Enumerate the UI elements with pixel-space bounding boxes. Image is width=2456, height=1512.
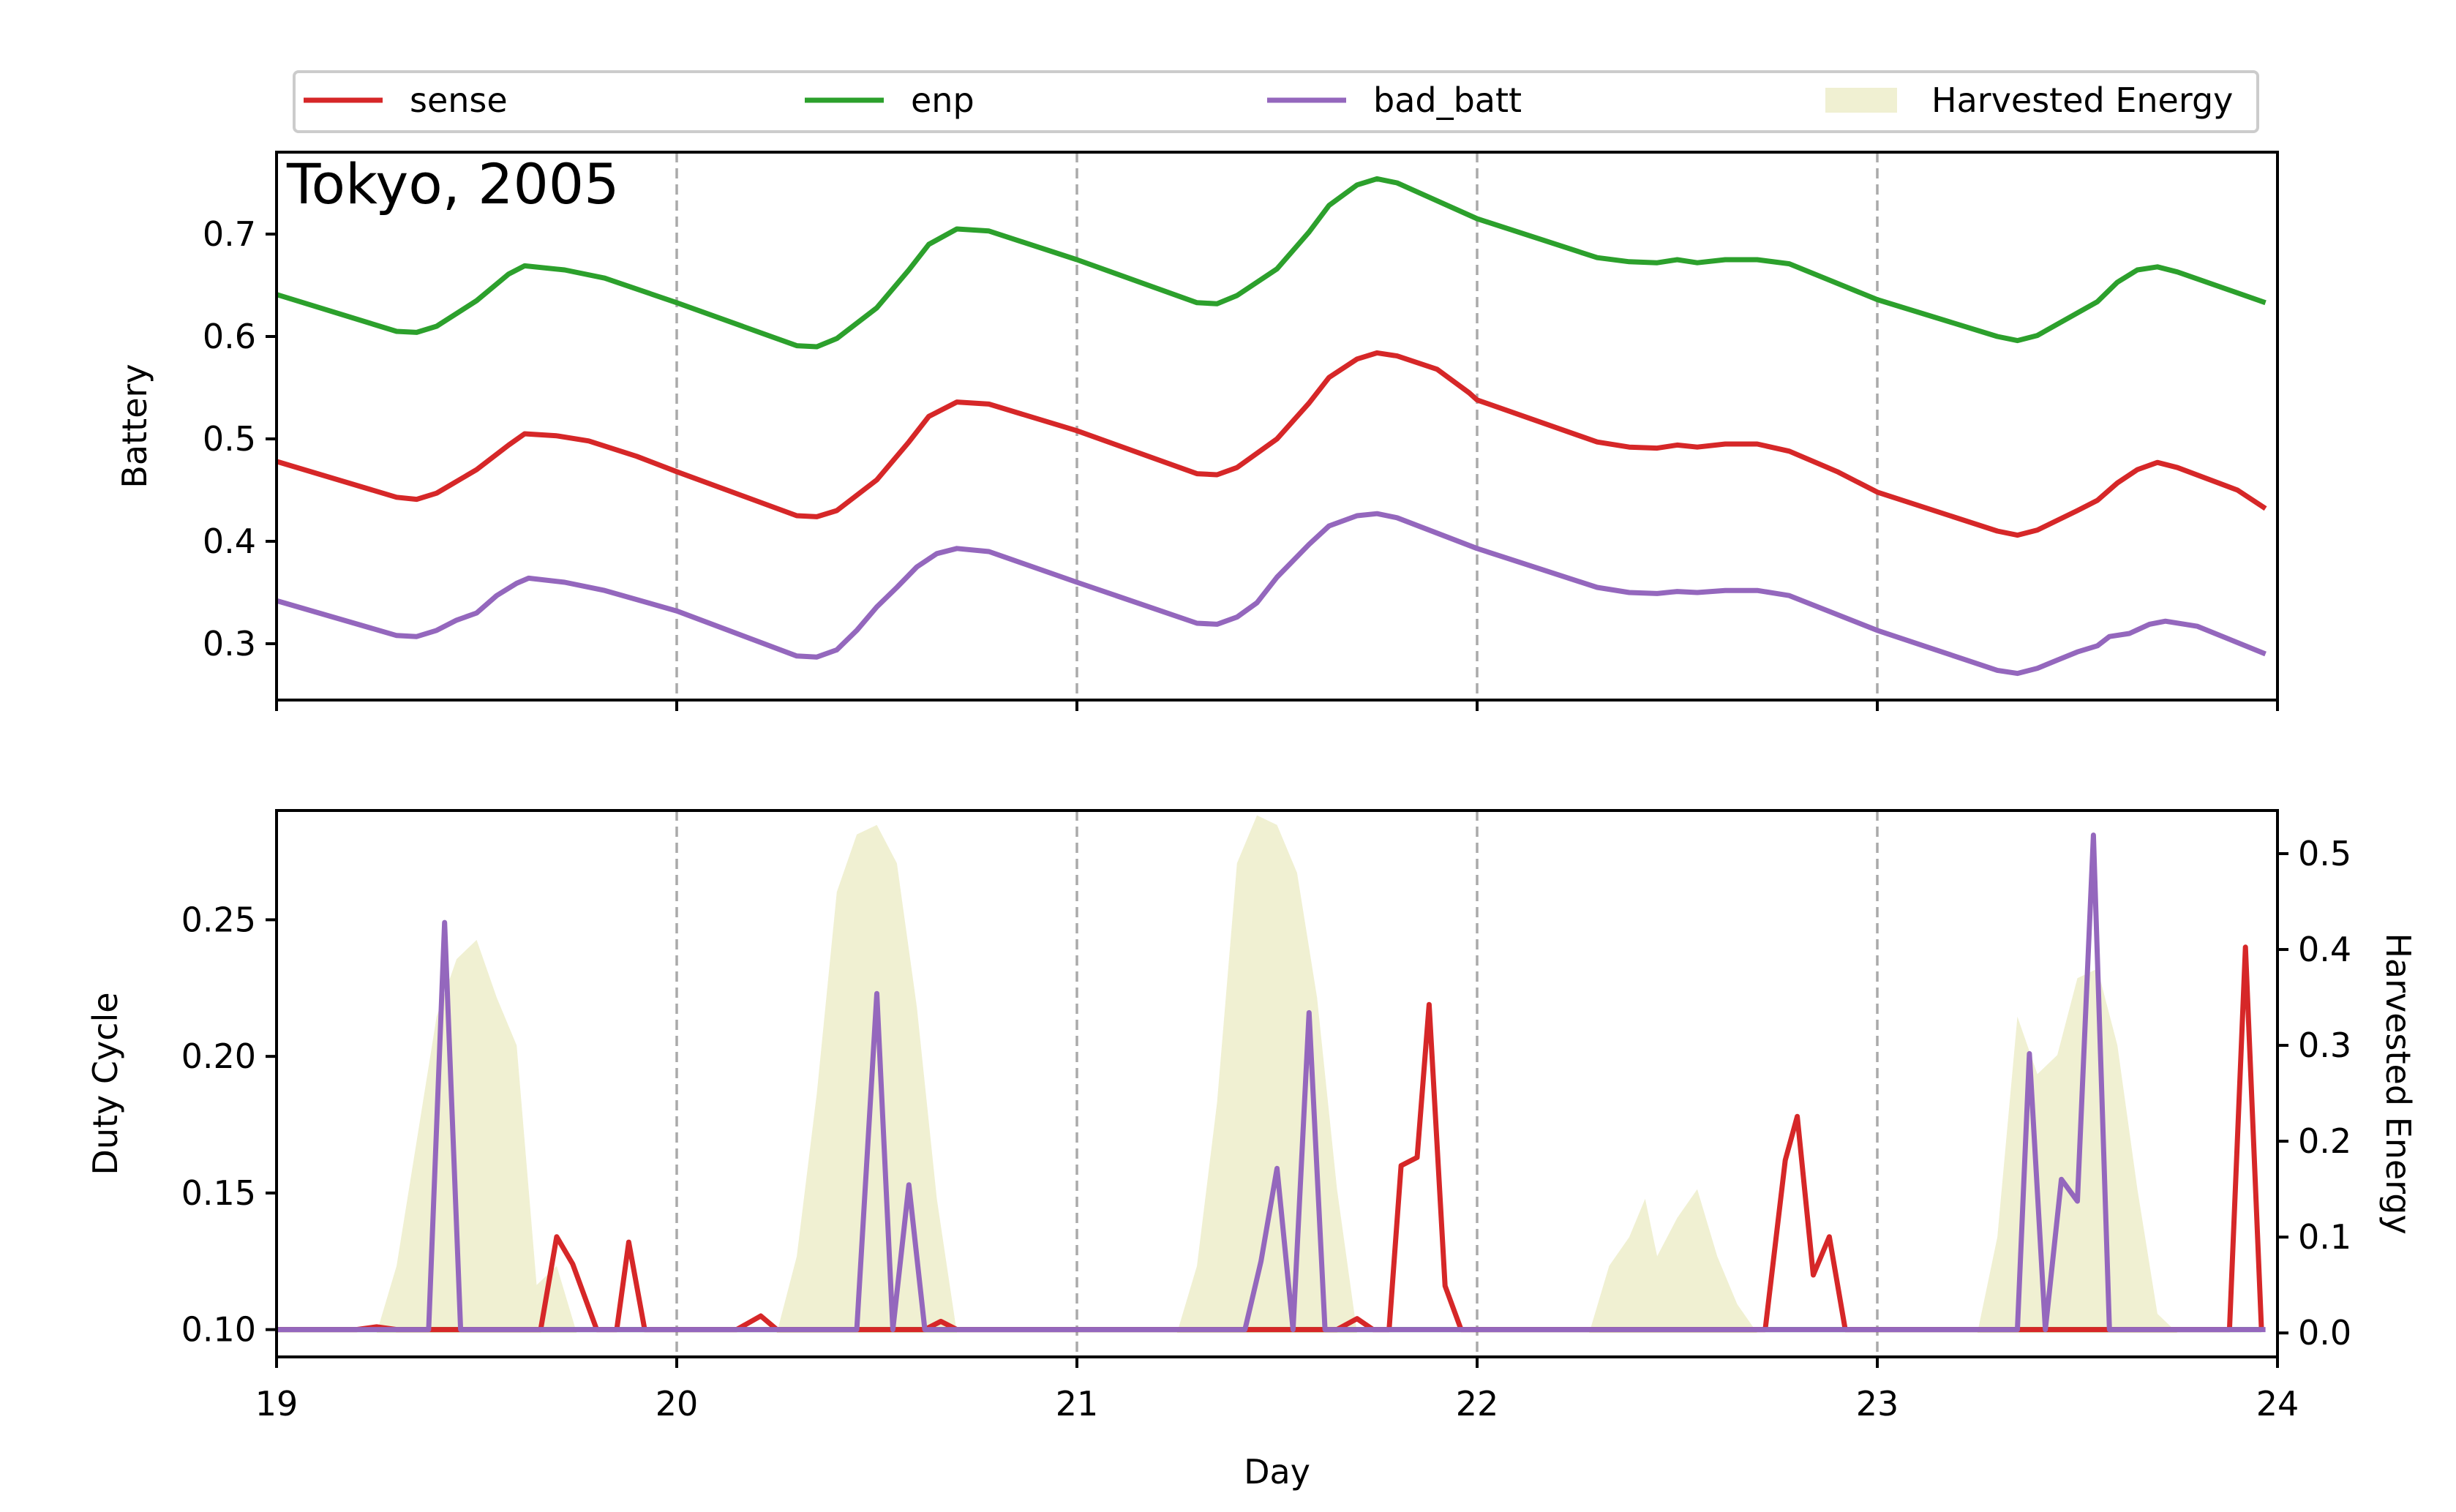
duty-cycle-panel: 0.10 0.15 0.20 0.25 0.0 0.1 0.2 0.3 0.4 0.5 Duty C… xyxy=(86,809,2418,1358)
x-tick-label: 20 xyxy=(656,1384,699,1423)
x-tick-label: 19 xyxy=(255,1384,298,1423)
legend-swatch-harvest xyxy=(1825,88,1897,113)
bottom-y-tick-label: 0.15 xyxy=(181,1173,256,1213)
bottom-y-tick-label: 0.20 xyxy=(181,1037,256,1076)
harvested-energy-area xyxy=(376,815,2178,1334)
x-axis-label: Day xyxy=(1244,1452,1310,1492)
top-y-tick-label: 0.6 xyxy=(203,317,256,356)
legend: sense enp bad_batt Harvested Energy xyxy=(293,70,2259,133)
x-tick-label: 21 xyxy=(1056,1384,1099,1423)
bottom-right-y-tick-label: 0.3 xyxy=(2298,1026,2351,1065)
top-y-tick-label: 0.4 xyxy=(203,522,256,561)
bottom-right-y-tick-label: 0.4 xyxy=(2298,930,2351,969)
bottom-y-tick-label: 0.10 xyxy=(181,1310,256,1350)
bottom-y-tick-label: 0.25 xyxy=(181,900,256,939)
battery-panel: 0.3 0.4 0.5 0.6 0.7 Tokyo, 2005 Battery xyxy=(115,151,2279,711)
bottom-right-y-tick-label: 0.0 xyxy=(2298,1313,2351,1353)
top-y-axis-label: Battery xyxy=(115,364,154,488)
bottom-y-axis-label: Duty Cycle xyxy=(86,992,125,1175)
legend-label-harvest: Harvested Energy xyxy=(1931,80,2233,120)
x-tick-label: 23 xyxy=(1856,1384,1899,1423)
battery-line-bad_batt xyxy=(276,511,2267,677)
shared-x-axis: 19 20 21 22 23 24 Day xyxy=(255,1357,2299,1492)
legend-label-enp: enp xyxy=(911,80,974,120)
top-panel-title: Tokyo, 2005 xyxy=(286,151,620,217)
battery-line-enp xyxy=(275,176,2267,350)
legend-label-bad_batt: bad_batt xyxy=(1373,80,1522,120)
battery-line-sense xyxy=(275,350,2267,538)
legend-label-sense: sense xyxy=(410,80,508,120)
bottom-right-y-tick-label: 0.2 xyxy=(2298,1121,2351,1161)
bottom-right-y-axis-label: Harvested Energy xyxy=(2378,933,2418,1234)
top-axes-frame xyxy=(275,151,2279,702)
bottom-axes-frame xyxy=(275,809,2279,1358)
duty-cycle-line-bad_batt xyxy=(277,832,2266,1333)
top-y-tick-label: 0.5 xyxy=(203,419,256,459)
bottom-right-y-tick-label: 0.1 xyxy=(2298,1217,2351,1257)
x-tick-label: 22 xyxy=(1456,1384,1499,1423)
x-tick-label: 24 xyxy=(2256,1384,2299,1423)
top-y-tick-label: 0.3 xyxy=(203,624,256,663)
bottom-right-y-tick-label: 0.5 xyxy=(2298,834,2351,873)
top-y-tick-label: 0.7 xyxy=(203,214,256,254)
